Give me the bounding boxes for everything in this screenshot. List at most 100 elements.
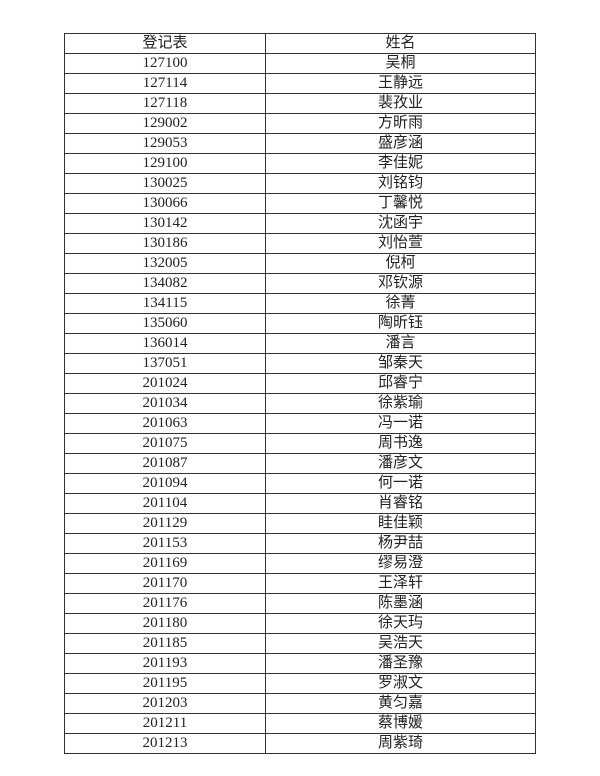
registration-number-cell: 201075 (64, 433, 266, 454)
registration-number-cell: 127118 (64, 93, 266, 114)
table-row: 201129 眭佳颖 (64, 513, 536, 534)
name-cell: 缪易澄 (265, 553, 536, 574)
name-cell: 眭佳颖 (265, 513, 536, 534)
name-cell: 陶昕钰 (265, 313, 536, 334)
table-row: 137051 邹秦天 (64, 353, 536, 374)
registration-number-cell: 130066 (64, 193, 266, 214)
name-cell: 罗淑文 (265, 673, 536, 694)
table-row: 132005 倪柯 (64, 253, 536, 274)
table-row: 136014 潘言 (64, 333, 536, 354)
name-cell: 刘铭钧 (265, 173, 536, 194)
name-cell: 潘彦文 (265, 453, 536, 474)
registration-number-cell: 129002 (64, 113, 266, 134)
name-cell: 周紫琦 (265, 733, 536, 754)
table-row: 134115 徐菁 (64, 293, 536, 314)
registration-number-cell: 201170 (64, 573, 266, 594)
registration-number-cell: 132005 (64, 253, 266, 274)
table-row: 201170 王泽轩 (64, 573, 536, 594)
name-cell: 王泽轩 (265, 573, 536, 594)
name-cell: 吴浩天 (265, 633, 536, 654)
table-row: 130186 刘怡萱 (64, 233, 536, 254)
header-registration: 登记表 (64, 33, 266, 54)
table-row: 129053 盛彦涵 (64, 133, 536, 154)
table-row: 135060 陶昕钰 (64, 313, 536, 334)
name-cell: 徐天玙 (265, 613, 536, 634)
name-cell: 李佳妮 (265, 153, 536, 174)
registration-number-cell: 127100 (64, 53, 266, 74)
table-row: 201153 杨尹喆 (64, 533, 536, 554)
name-cell: 王静远 (265, 73, 536, 94)
table-row: 201195 罗淑文 (64, 673, 536, 694)
registration-number-cell: 135060 (64, 313, 266, 334)
registration-number-cell: 136014 (64, 333, 266, 354)
name-cell: 邱睿宁 (265, 373, 536, 394)
name-cell: 刘怡萱 (265, 233, 536, 254)
table-row: 201063 冯一诺 (64, 413, 536, 434)
name-cell: 蔡博媛 (265, 713, 536, 734)
table-row: 130066 丁馨悦 (64, 193, 536, 214)
registration-number-cell: 127114 (64, 73, 266, 94)
registration-number-cell: 130142 (64, 213, 266, 234)
table-row: 201193 潘圣豫 (64, 653, 536, 674)
name-cell: 周书逸 (265, 433, 536, 454)
registration-number-cell: 134082 (64, 273, 266, 294)
name-cell: 盛彦涵 (265, 133, 536, 154)
registration-number-cell: 201094 (64, 473, 266, 494)
table-row: 201185 吴浩天 (64, 633, 536, 654)
registration-number-cell: 134115 (64, 293, 266, 314)
table-row: 201024 邱睿宁 (64, 373, 536, 394)
registration-number-cell: 201034 (64, 393, 266, 414)
name-cell: 陈墨涵 (265, 593, 536, 614)
table-row: 201034 徐紫瑜 (64, 393, 536, 414)
name-cell: 邓钦源 (265, 273, 536, 294)
registration-number-cell: 201195 (64, 673, 266, 694)
table-row: 201176 陈墨涵 (64, 593, 536, 614)
name-cell: 何一诺 (265, 473, 536, 494)
registration-number-cell: 201203 (64, 693, 266, 714)
header-name: 姓名 (265, 33, 536, 54)
table-row: 129002 方昕雨 (64, 113, 536, 134)
table-row: 201213 周紫琦 (64, 733, 536, 754)
registration-number-cell: 201104 (64, 493, 266, 514)
name-cell: 邹秦天 (265, 353, 536, 374)
name-cell: 杨尹喆 (265, 533, 536, 554)
registration-number-cell: 130025 (64, 173, 266, 194)
table-header-row: 登记表 姓名 (64, 33, 536, 54)
name-cell: 徐紫瑜 (265, 393, 536, 414)
registration-number-cell: 201193 (64, 653, 266, 674)
table-row: 201180 徐天玙 (64, 613, 536, 634)
registration-number-cell: 201176 (64, 593, 266, 614)
table-row: 127118 裴孜业 (64, 93, 536, 114)
name-cell: 冯一诺 (265, 413, 536, 434)
registration-number-cell: 129053 (64, 133, 266, 154)
table-row: 201211 蔡博媛 (64, 713, 536, 734)
name-cell: 潘圣豫 (265, 653, 536, 674)
name-cell: 徐菁 (265, 293, 536, 314)
name-cell: 潘言 (265, 333, 536, 354)
table-row: 201104 肖睿铭 (64, 493, 536, 514)
table-row: 201094 何一诺 (64, 473, 536, 494)
registration-number-cell: 201185 (64, 633, 266, 654)
table-row: 201169 缪易澄 (64, 553, 536, 574)
registration-number-cell: 137051 (64, 353, 266, 374)
registration-number-cell: 201211 (64, 713, 266, 734)
name-cell: 裴孜业 (265, 93, 536, 114)
registration-number-cell: 201180 (64, 613, 266, 634)
table-row: 127114 王静远 (64, 73, 536, 94)
table-row: 201075 周书逸 (64, 433, 536, 454)
table-row: 201203 黄匀嘉 (64, 693, 536, 714)
name-cell: 倪柯 (265, 253, 536, 274)
registration-number-cell: 129100 (64, 153, 266, 174)
table-row: 201087 潘彦文 (64, 453, 536, 474)
registration-number-cell: 201213 (64, 733, 266, 754)
table-row: 130025 刘铭钧 (64, 173, 536, 194)
table-row: 130142 沈函宇 (64, 213, 536, 234)
name-cell: 吴桐 (265, 53, 536, 74)
registration-number-cell: 201087 (64, 453, 266, 474)
name-cell: 沈函宇 (265, 213, 536, 234)
name-cell: 丁馨悦 (265, 193, 536, 214)
registration-table: 登记表 姓名 127100 吴桐 127114 王静远 127118 裴孜业 129002 方… (64, 33, 536, 754)
name-cell: 黄匀嘉 (265, 693, 536, 714)
registration-number-cell: 201169 (64, 553, 266, 574)
name-cell: 方昕雨 (265, 113, 536, 134)
